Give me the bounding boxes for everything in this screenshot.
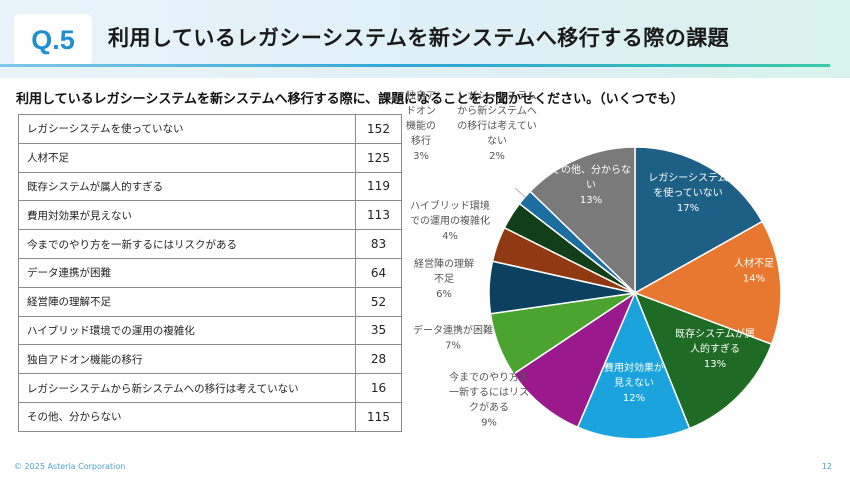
row-count: 115 [355, 401, 402, 432]
row-label: 費用対効果が見えない [18, 200, 356, 231]
header-band: Q.5 利用しているレガシーシステムを新システムへ移行する際の課題 [0, 0, 850, 78]
row-count: 28 [355, 344, 402, 375]
footer-page-number: 12 [821, 462, 832, 471]
pie-slice [576, 291, 691, 440]
row-label: その他、分からない [18, 401, 356, 432]
table-row: レガシーシステムから新システムへの移行は考えていない 16 [18, 373, 402, 403]
slice-label: レガシーシステムから新システムへの移行は考えていない 2% [457, 90, 537, 162]
results-table: レガシーシステムを使っていない 152 人材不足 125 既存システムが属人的すぎる… [18, 114, 402, 432]
leader-line [514, 187, 527, 199]
pie-slice [633, 220, 782, 346]
row-count: 64 [355, 257, 402, 288]
row-count: 152 [355, 114, 402, 144]
row-label: ハイブリッド環境での運用の複雑化 [18, 315, 356, 346]
table-row: ハイブリッド環境での運用の複雑化 35 [18, 315, 402, 346]
table-row: 人材不足 125 [18, 142, 402, 173]
question-text: 利用しているレガシーシステムを新システムへ移行する際に、課題になることをお聞かせ… [16, 92, 684, 107]
page-title: 利用しているレガシーシステムを新システムへ移行する際の課題 [108, 26, 730, 50]
table-row: 経営陣の理解不足 52 [18, 286, 402, 317]
slice-label: レガシーシステムを使っていない 17% [648, 172, 728, 214]
row-count: 16 [355, 373, 402, 403]
question-number-badge: Q.5 [14, 14, 92, 66]
table-row: データ連携が困難 64 [18, 257, 402, 288]
slice-label: その他、分からない 13% [551, 163, 631, 206]
slice-label: 今までのやり方を一新するにはリスクがある 9% [449, 371, 529, 429]
row-count: 125 [355, 142, 402, 173]
table-row: 今までのやり方を一新するにはリスクがある 83 [18, 229, 402, 259]
table-row: その他、分からない 115 [18, 401, 402, 432]
table-row: レガシーシステムを使っていない 152 [18, 114, 402, 144]
slice-label: 独自アドオン機能の移行 3% [406, 89, 436, 162]
row-count: 52 [355, 286, 402, 317]
pie-slice [529, 146, 636, 295]
row-count: 83 [355, 229, 402, 259]
pie-slice [633, 291, 773, 430]
row-label: 今までのやり方を一新するにはリスクがある [18, 229, 356, 259]
slice-label: 人材不足 14% [734, 257, 774, 285]
pie-slice [512, 290, 637, 429]
slice-label: データ連携が困難 7% [413, 324, 493, 352]
slice-label: 経営陣の理解不足 6% [414, 257, 474, 300]
table-row: 費用対効果が見えない 113 [18, 200, 402, 231]
slice-label: 費用対効果が見えない 12% [604, 361, 664, 404]
row-count: 113 [355, 200, 402, 231]
footer-copyright: © 2025 Asteria Corporation [14, 462, 126, 471]
header-divider [0, 64, 830, 67]
row-label: 人材不足 [18, 142, 356, 173]
slice-label: 既存システムが属人的すぎる 13% [675, 327, 755, 370]
slice-label: ハイブリッド環境での運用の複雑化 4% [410, 199, 490, 242]
row-label: レガシーシステムから新システムへの移行は考えていない [18, 373, 356, 403]
row-count: 35 [355, 315, 402, 346]
pie-slice [634, 146, 764, 295]
